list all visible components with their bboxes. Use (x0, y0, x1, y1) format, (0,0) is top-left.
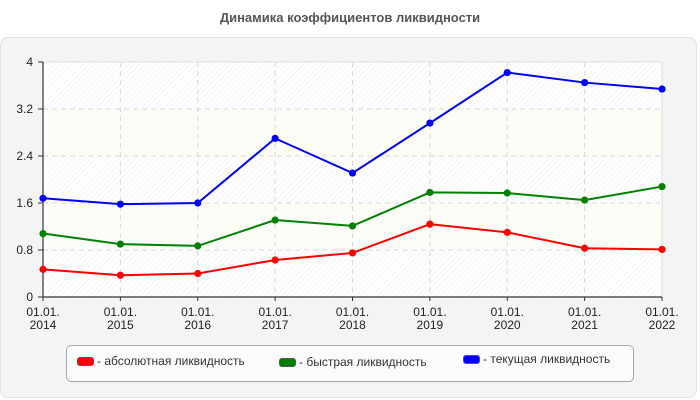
legend-swatch-red (77, 356, 94, 366)
chart-title: Динамика коэффициентов ликвидности (219, 10, 481, 25)
data-point (581, 78, 589, 87)
x-tick-label: 01.01. 2017 (258, 305, 291, 332)
data-point (581, 244, 589, 252)
data-point (348, 222, 357, 230)
axes (38, 61, 663, 301)
x-tick-label: 01.01. 2019 (413, 305, 446, 332)
data-point (271, 216, 279, 224)
data-point (348, 249, 357, 257)
data-point (426, 188, 434, 197)
data-point (194, 242, 202, 250)
legend-item-absolute[interactable]: - абсолютная ликвидность (77, 354, 245, 368)
data-point (503, 68, 511, 77)
data-point (503, 228, 511, 236)
data-point (194, 199, 202, 207)
x-tick-label: 01.01. 2020 (491, 305, 524, 332)
data-point (116, 271, 124, 279)
legend-swatch-green (279, 357, 296, 367)
data-point (39, 229, 47, 238)
x-tick-label: 01.01. 2018 (336, 305, 369, 332)
y-tick-label: 0.8 (16, 243, 33, 257)
data-point (581, 196, 589, 204)
x-tick-label: 01.01. 2021 (568, 305, 601, 332)
legend: - абсолютная ликвидность - быстрая ликви… (66, 345, 634, 382)
x-axis-labels: 01.01. 2014 01.01. 2015 01.01. 2016 01.01. 2017… (26, 305, 678, 332)
data-point (116, 240, 124, 248)
y-tick-label: 3.2 (16, 102, 33, 116)
x-tick-label: 01.01. 2016 (181, 305, 214, 332)
data-point (194, 269, 202, 278)
legend-item-current[interactable]: - текущая ликвидность (463, 352, 610, 366)
y-tick-label: 1.6 (16, 196, 33, 210)
legend-item-quick[interactable]: - быстрая ликвидность (279, 355, 427, 369)
data-point (39, 265, 47, 273)
data-point (658, 245, 666, 254)
y-tick-label: 4 (26, 55, 33, 69)
x-tick-label: 01.01. 2015 (104, 305, 137, 332)
x-tick-label: 01.01. 2014 (26, 305, 59, 332)
data-point (658, 182, 666, 191)
y-tick-label: 0 (26, 290, 33, 304)
data-series (39, 68, 666, 279)
data-point (503, 189, 511, 197)
legend-label: - текущая ликвидность (483, 352, 611, 366)
data-point (271, 256, 279, 264)
data-point (116, 200, 124, 208)
data-point (658, 85, 666, 93)
legend-label: - абсолютная ликвидность (97, 354, 245, 368)
data-point (426, 119, 434, 127)
legend-swatch-blue (463, 354, 480, 364)
data-point (426, 220, 434, 228)
data-point (39, 194, 47, 202)
y-axis-labels: 0 0.8 1.6 2.4 3.2 4 (16, 55, 33, 304)
legend-label: - быстрая ликвидность (299, 355, 427, 369)
y-tick-label: 2.4 (16, 149, 33, 163)
x-tick-label: 01.01. 2022 (645, 305, 678, 332)
data-point (271, 134, 279, 142)
data-point (348, 169, 357, 177)
